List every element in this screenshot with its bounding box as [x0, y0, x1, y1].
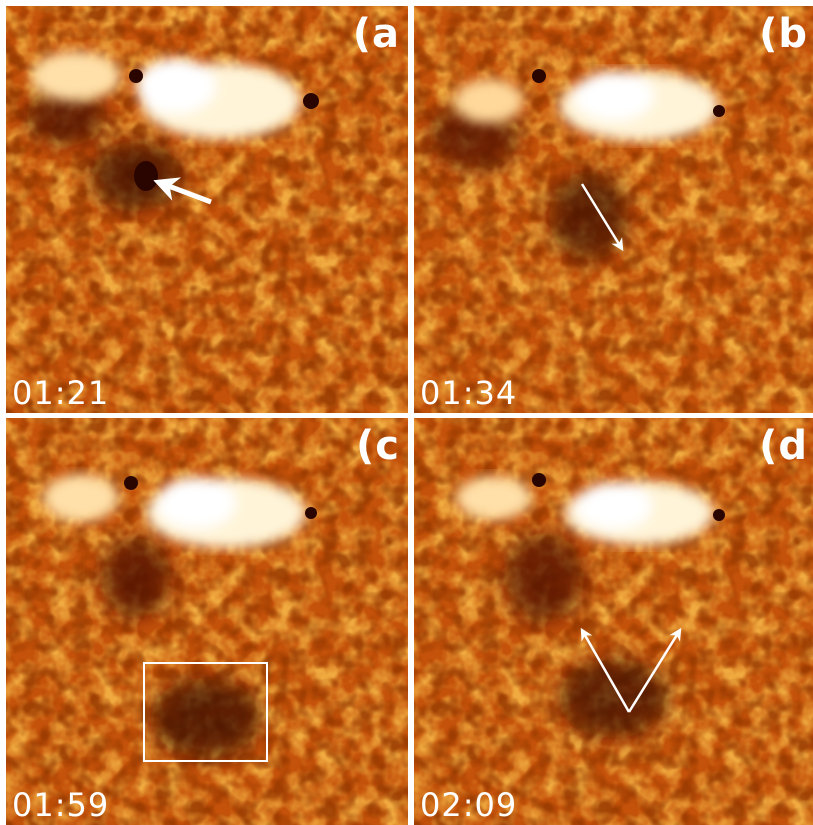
panel-label: (b: [759, 11, 808, 57]
panel-d: (d 02:09: [414, 418, 813, 825]
solar-image: [414, 418, 813, 825]
annotation-layer: [580, 627, 682, 713]
panel-label: (c: [356, 423, 400, 469]
region-box: [143, 662, 268, 762]
panel-b: (b 01:34: [414, 6, 813, 413]
arrow-annotation: [580, 183, 624, 252]
arrow-annotation: [153, 177, 212, 205]
timestamp: 01:34: [420, 374, 518, 412]
panel-label: (d: [759, 423, 808, 469]
annotation-layer: [143, 662, 268, 762]
arrow-annotation-left: [580, 627, 631, 713]
annotation-layer: [153, 177, 212, 205]
solar-image: [6, 6, 408, 413]
timestamp: 02:09: [420, 786, 518, 824]
solar-image: [6, 418, 408, 825]
arrow-annotation-right: [627, 627, 682, 713]
panel-c: (c 01:59: [6, 418, 408, 825]
solar-image: [414, 6, 813, 413]
timestamp: 01:21: [12, 374, 110, 412]
panel-label: (a: [352, 11, 400, 57]
timestamp: 01:59: [12, 786, 110, 824]
annotation-layer: [580, 183, 624, 252]
panel-a: (a 01:21: [6, 6, 408, 413]
